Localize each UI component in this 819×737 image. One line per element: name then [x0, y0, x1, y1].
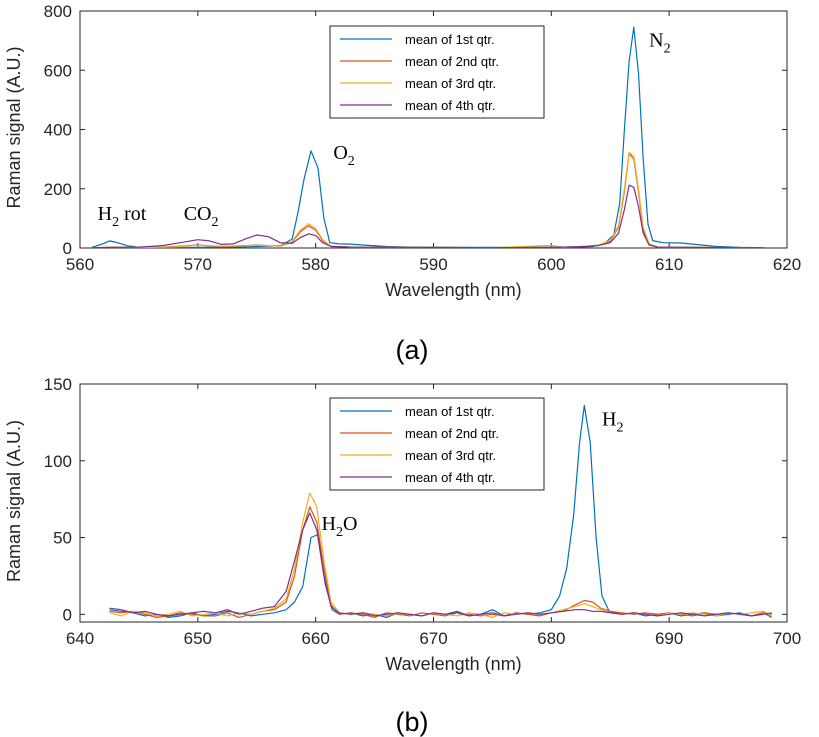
x-tick-label: 660: [301, 629, 329, 648]
series-line-2: [109, 506, 772, 618]
y-axis-label: Raman signal (A.U.): [4, 46, 24, 208]
series-group: [109, 404, 772, 618]
x-tick-label: 620: [773, 255, 801, 274]
x-tick-label: 700: [773, 629, 801, 648]
chart-panel-a: 560 570 580 590 600 610 620 0 200 400 600 800 Wavele…: [4, 2, 801, 365]
annotation-subscript: 2: [616, 420, 623, 435]
annotation-subscript: 2: [112, 215, 119, 230]
x-tick-label: 590: [419, 255, 447, 274]
annotation-subscript: 2: [348, 154, 355, 169]
y-tick-label: 50: [53, 529, 72, 548]
annotation-rest: O: [343, 513, 357, 535]
x-tick-label: 640: [66, 629, 94, 648]
legend-box: [329, 25, 545, 119]
x-tick-label: 670: [419, 629, 447, 648]
annotation-subscript: 2: [664, 42, 671, 57]
x-tick-label: 570: [184, 255, 212, 274]
x-tick-label: 560: [66, 255, 94, 274]
y-tick-label: 150: [44, 375, 72, 394]
peak-annotation: O2: [333, 142, 354, 169]
x-tick-label: 690: [655, 629, 683, 648]
y-tick-label: 600: [44, 61, 72, 80]
annotation-base: N: [649, 30, 663, 52]
legend-label-4: mean of 4th qtr.: [405, 470, 495, 485]
panel-caption: (b): [396, 707, 429, 737]
chart-panel-b: 640 650 660 670 680 690 700 0 50 100 150 Wavelength…: [4, 375, 801, 737]
annotation-base: H: [602, 408, 616, 430]
y-tick-label: 0: [63, 605, 72, 624]
x-tick-label: 680: [537, 629, 565, 648]
legend-label-2: mean of 2nd qtr.: [405, 426, 499, 441]
y-tick-label: 800: [44, 2, 72, 21]
x-tick-label: 600: [537, 255, 565, 274]
legend: mean of 1st qtr. mean of 2nd qtr. mean of …: [329, 397, 545, 491]
legend-label-2: mean of 2nd qtr.: [405, 54, 499, 69]
peak-annotation: H2: [602, 408, 623, 435]
x-axis-label: Wavelength (nm): [385, 654, 521, 674]
panel-caption: (a): [396, 335, 429, 365]
y-tick-label: 0: [63, 239, 72, 258]
legend: mean of 1st qtr. mean of 2nd qtr. mean of …: [329, 25, 545, 119]
annotation-subscript: 2: [211, 215, 218, 230]
y-axis-label: Raman signal (A.U.): [4, 420, 24, 582]
x-axis-label: Wavelength (nm): [385, 280, 521, 300]
x-tick-label: 610: [655, 255, 683, 274]
peak-annotation: H2 rot: [98, 203, 147, 230]
y-tick-label: 400: [44, 121, 72, 140]
x-tick-label: 650: [184, 629, 212, 648]
y-tick-label: 100: [44, 452, 72, 471]
annotation-base: H: [322, 513, 336, 535]
series-line-1: [91, 26, 764, 248]
legend-label-1: mean of 1st qtr.: [405, 404, 495, 419]
legend-label-4: mean of 4th qtr.: [405, 98, 495, 113]
legend-label-1: mean of 1st qtr.: [405, 32, 495, 47]
series-line-4: [91, 184, 764, 248]
y-tick-label: 200: [44, 180, 72, 199]
annotation-subscript: 2: [336, 525, 343, 540]
legend-label-3: mean of 3rd qtr.: [405, 448, 496, 463]
peak-annotation: H2O: [322, 513, 358, 540]
peak-annotation: CO2: [184, 203, 219, 230]
legend-box: [329, 397, 545, 491]
series-group: [91, 26, 764, 248]
legend-label-3: mean of 3rd qtr.: [405, 76, 496, 91]
peak-annotation: N2: [649, 30, 670, 57]
annotation-rest: rot: [119, 203, 147, 225]
annotation-base: CO: [184, 203, 212, 225]
series-line-4: [109, 512, 772, 617]
annotation-base: H: [98, 203, 112, 225]
x-tick-label: 580: [301, 255, 329, 274]
annotation-base: O: [333, 142, 347, 164]
